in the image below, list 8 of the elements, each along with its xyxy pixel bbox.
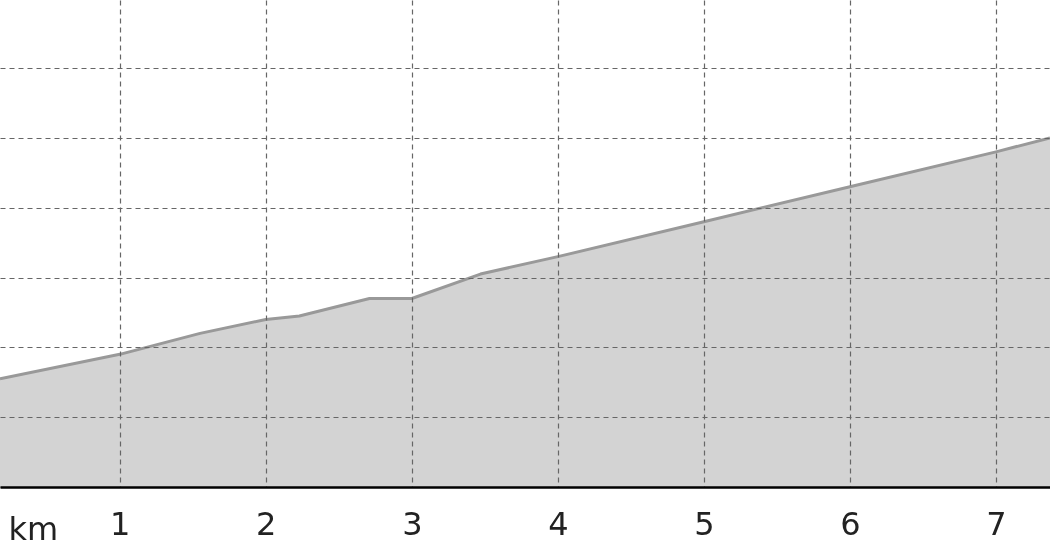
x-axis-title: km bbox=[8, 509, 59, 548]
x-tick-label: 2 bbox=[256, 504, 277, 543]
x-tick-label: 3 bbox=[402, 504, 423, 543]
x-tick-label: 4 bbox=[548, 504, 569, 543]
x-tick-label: 7 bbox=[986, 504, 1007, 543]
x-tick-label: 5 bbox=[694, 504, 715, 543]
x-tick-label: 6 bbox=[840, 504, 861, 543]
x-tick-label: 1 bbox=[110, 504, 131, 543]
